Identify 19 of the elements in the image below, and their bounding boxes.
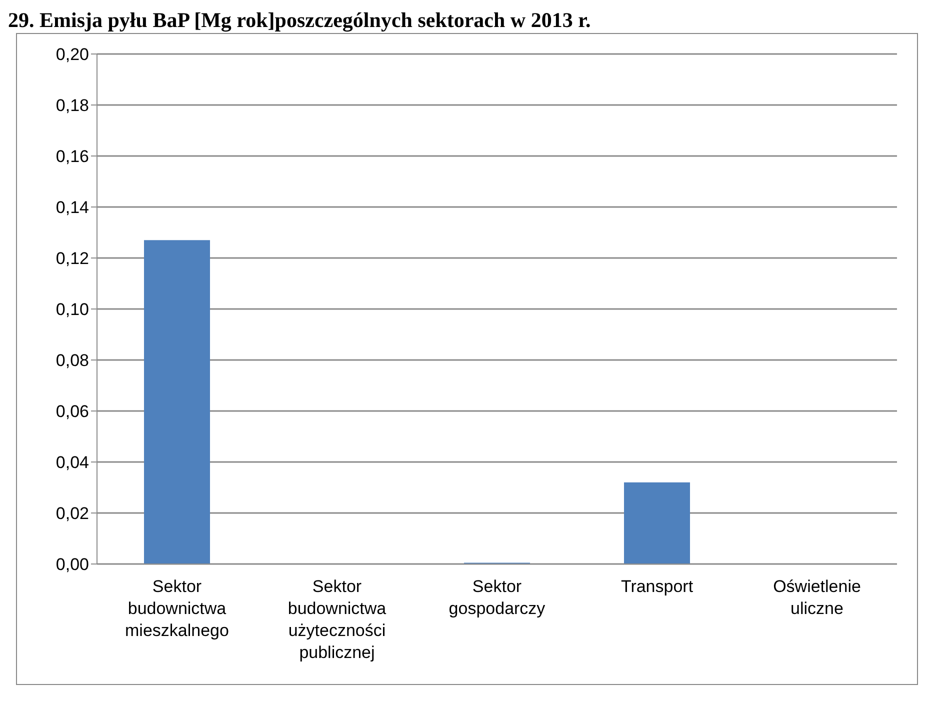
y-tick-label: 0,12 <box>56 249 89 268</box>
y-tick-label: 0,02 <box>56 504 89 524</box>
x-tick-label: Sektor gospodarczy <box>448 577 546 618</box>
y-tick-label: 0,04 <box>56 453 89 472</box>
y-tick-label: 0,16 <box>56 147 89 166</box>
x-tick-label: Sektor budownictwa mieszkalnego <box>125 577 229 640</box>
x-tick-label: Sektor budownictwa użyteczności publicznej <box>288 577 387 662</box>
y-tick-label: 0,08 <box>56 351 89 370</box>
bar <box>624 482 690 564</box>
x-tick-label: Transport <box>620 577 694 596</box>
bar <box>144 240 210 564</box>
x-tick-label: Oświetlenie uliczne <box>773 577 861 618</box>
y-tick-label: 0,14 <box>56 198 89 218</box>
y-tick-label: 0,20 <box>56 45 89 64</box>
y-tick-label: 0,10 <box>56 300 89 320</box>
y-tick-label: 0,00 <box>56 555 89 574</box>
chart-title: 29. Emisja pyłu BaP [Mg rok]poszczególnych sektorach w 2013 r. <box>8 8 592 33</box>
y-tick-label: 0,18 <box>56 96 89 116</box>
y-tick-label: 0,06 <box>56 402 89 422</box>
